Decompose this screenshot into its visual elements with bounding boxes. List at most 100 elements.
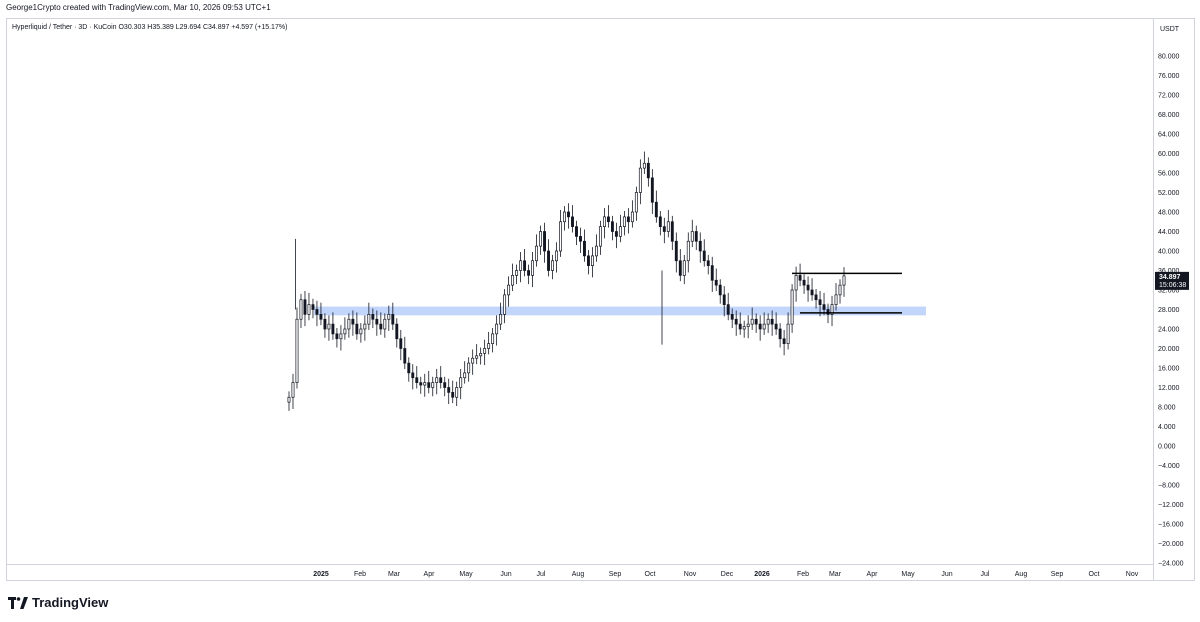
- last-price-badge: [1155, 271, 1189, 290]
- price-axis-unit[interactable]: USDT: [1160, 26, 1180, 33]
- candle-body: [730, 314, 734, 320]
- candle-body: [583, 240, 586, 257]
- candle-body: [471, 357, 475, 364]
- candle-body: [798, 275, 802, 281]
- candle-body: [327, 323, 331, 330]
- time-tick-label: Jun: [500, 571, 511, 578]
- candle-body: [790, 289, 794, 325]
- candle-body: [734, 318, 738, 325]
- price-axis-divider: [1153, 18, 1154, 581]
- candle-body: [331, 323, 335, 335]
- candle-body: [690, 231, 694, 242]
- candle-body: [487, 343, 491, 349]
- candle-body: [766, 318, 770, 325]
- time-tick-label: Sep: [1051, 571, 1064, 578]
- price-tick-label: −24.000: [1158, 561, 1184, 568]
- candle-body: [698, 240, 702, 252]
- candle-body: [411, 372, 415, 379]
- candle-body: [694, 231, 698, 242]
- candle-body: [834, 294, 838, 305]
- candle-body: [315, 309, 319, 315]
- time-tick-label: Mar: [829, 571, 842, 578]
- candle-body: [507, 284, 511, 296]
- candle-body: [626, 216, 630, 223]
- candle-body: [479, 353, 483, 357]
- candle-body: [794, 275, 798, 291]
- time-tick-label: Dec: [721, 571, 734, 578]
- price-tick-label: 40.000: [1158, 249, 1180, 256]
- candle-body: [654, 201, 658, 218]
- candle-body: [423, 382, 427, 386]
- support-zone-layer: [314, 306, 926, 316]
- candle-body: [662, 226, 666, 232]
- price-tick-label: 56.000: [1158, 171, 1180, 178]
- candle-body: [718, 284, 722, 296]
- candle-body: [455, 387, 459, 398]
- candle-body: [451, 392, 455, 398]
- time-tick-label: Mar: [388, 571, 401, 578]
- candle-body: [463, 372, 467, 379]
- price-tick-label: 28.000: [1158, 307, 1180, 314]
- price-tick-label: 60.000: [1158, 151, 1180, 158]
- candle-body: [447, 387, 451, 393]
- time-tick-label: Feb: [797, 571, 809, 578]
- candle-body: [571, 216, 574, 227]
- candle-body: [295, 318, 299, 383]
- candle-body: [758, 323, 762, 330]
- candle-body: [810, 289, 814, 296]
- candle-body: [742, 326, 746, 330]
- price-tick-label: 48.000: [1158, 210, 1180, 217]
- candle-body: [806, 284, 810, 291]
- candle-body: [307, 304, 311, 315]
- candle-body: [399, 338, 403, 349]
- candle-body: [614, 231, 618, 237]
- candle-body: [387, 314, 391, 320]
- time-tick-label: Jul: [981, 571, 990, 578]
- candle-body: [555, 250, 558, 262]
- time-tick-label: Nov: [1126, 571, 1139, 578]
- symbol-title[interactable]: Hyperliquid / Tether · 3D · KuCoin: [12, 24, 117, 31]
- candle-body: [610, 221, 614, 232]
- candle-body: [714, 279, 718, 286]
- symbol-legend[interactable]: Hyperliquid / Tether · 3D · KuCoin O30.3…: [12, 24, 287, 31]
- candle-body: [403, 348, 407, 364]
- time-tick-label: Aug: [1015, 571, 1028, 578]
- candle-body: [419, 382, 423, 386]
- candle-body: [539, 231, 542, 247]
- candle-body: [666, 221, 670, 232]
- candle-body: [722, 294, 726, 305]
- candle-body: [646, 162, 650, 179]
- candle-body: [335, 333, 339, 340]
- tradingview-logo[interactable]: TradingView: [8, 595, 108, 610]
- price-tick-label: 52.000: [1158, 190, 1180, 197]
- candle-body: [427, 382, 431, 388]
- candle-body: [435, 377, 439, 383]
- candle-body: [291, 382, 295, 398]
- candle-body: [519, 260, 523, 271]
- tradingview-logo-text: TradingView: [32, 595, 109, 610]
- candle-body: [630, 211, 634, 223]
- time-tick-label: Sep: [609, 571, 622, 578]
- candle-body: [531, 260, 535, 276]
- candle-body: [746, 323, 750, 327]
- candle-body: [822, 304, 826, 310]
- time-tick-label: Jun: [941, 571, 952, 578]
- candle-body: [303, 299, 307, 315]
- candle-body: [842, 275, 846, 286]
- candle-body: [638, 167, 642, 193]
- price-tick-label: 20.000: [1158, 346, 1180, 353]
- candle-body: [670, 221, 674, 242]
- candle-body: [551, 260, 554, 271]
- candle-body: [443, 382, 447, 388]
- candle-body: [826, 309, 830, 315]
- candle-body: [682, 260, 686, 276]
- time-tick-label: Jul: [537, 571, 546, 578]
- candle-body: [379, 323, 383, 330]
- price-tick-label: −20.000: [1158, 541, 1184, 548]
- support-zone: [314, 306, 926, 316]
- candle-body: [770, 318, 774, 325]
- last-price-value: 34.897: [1159, 274, 1181, 281]
- candle-body: [762, 323, 766, 330]
- price-axis-ticks: 80.000 76.000 72.000 68.000 64.000 60.000 56.0…: [1158, 54, 1184, 568]
